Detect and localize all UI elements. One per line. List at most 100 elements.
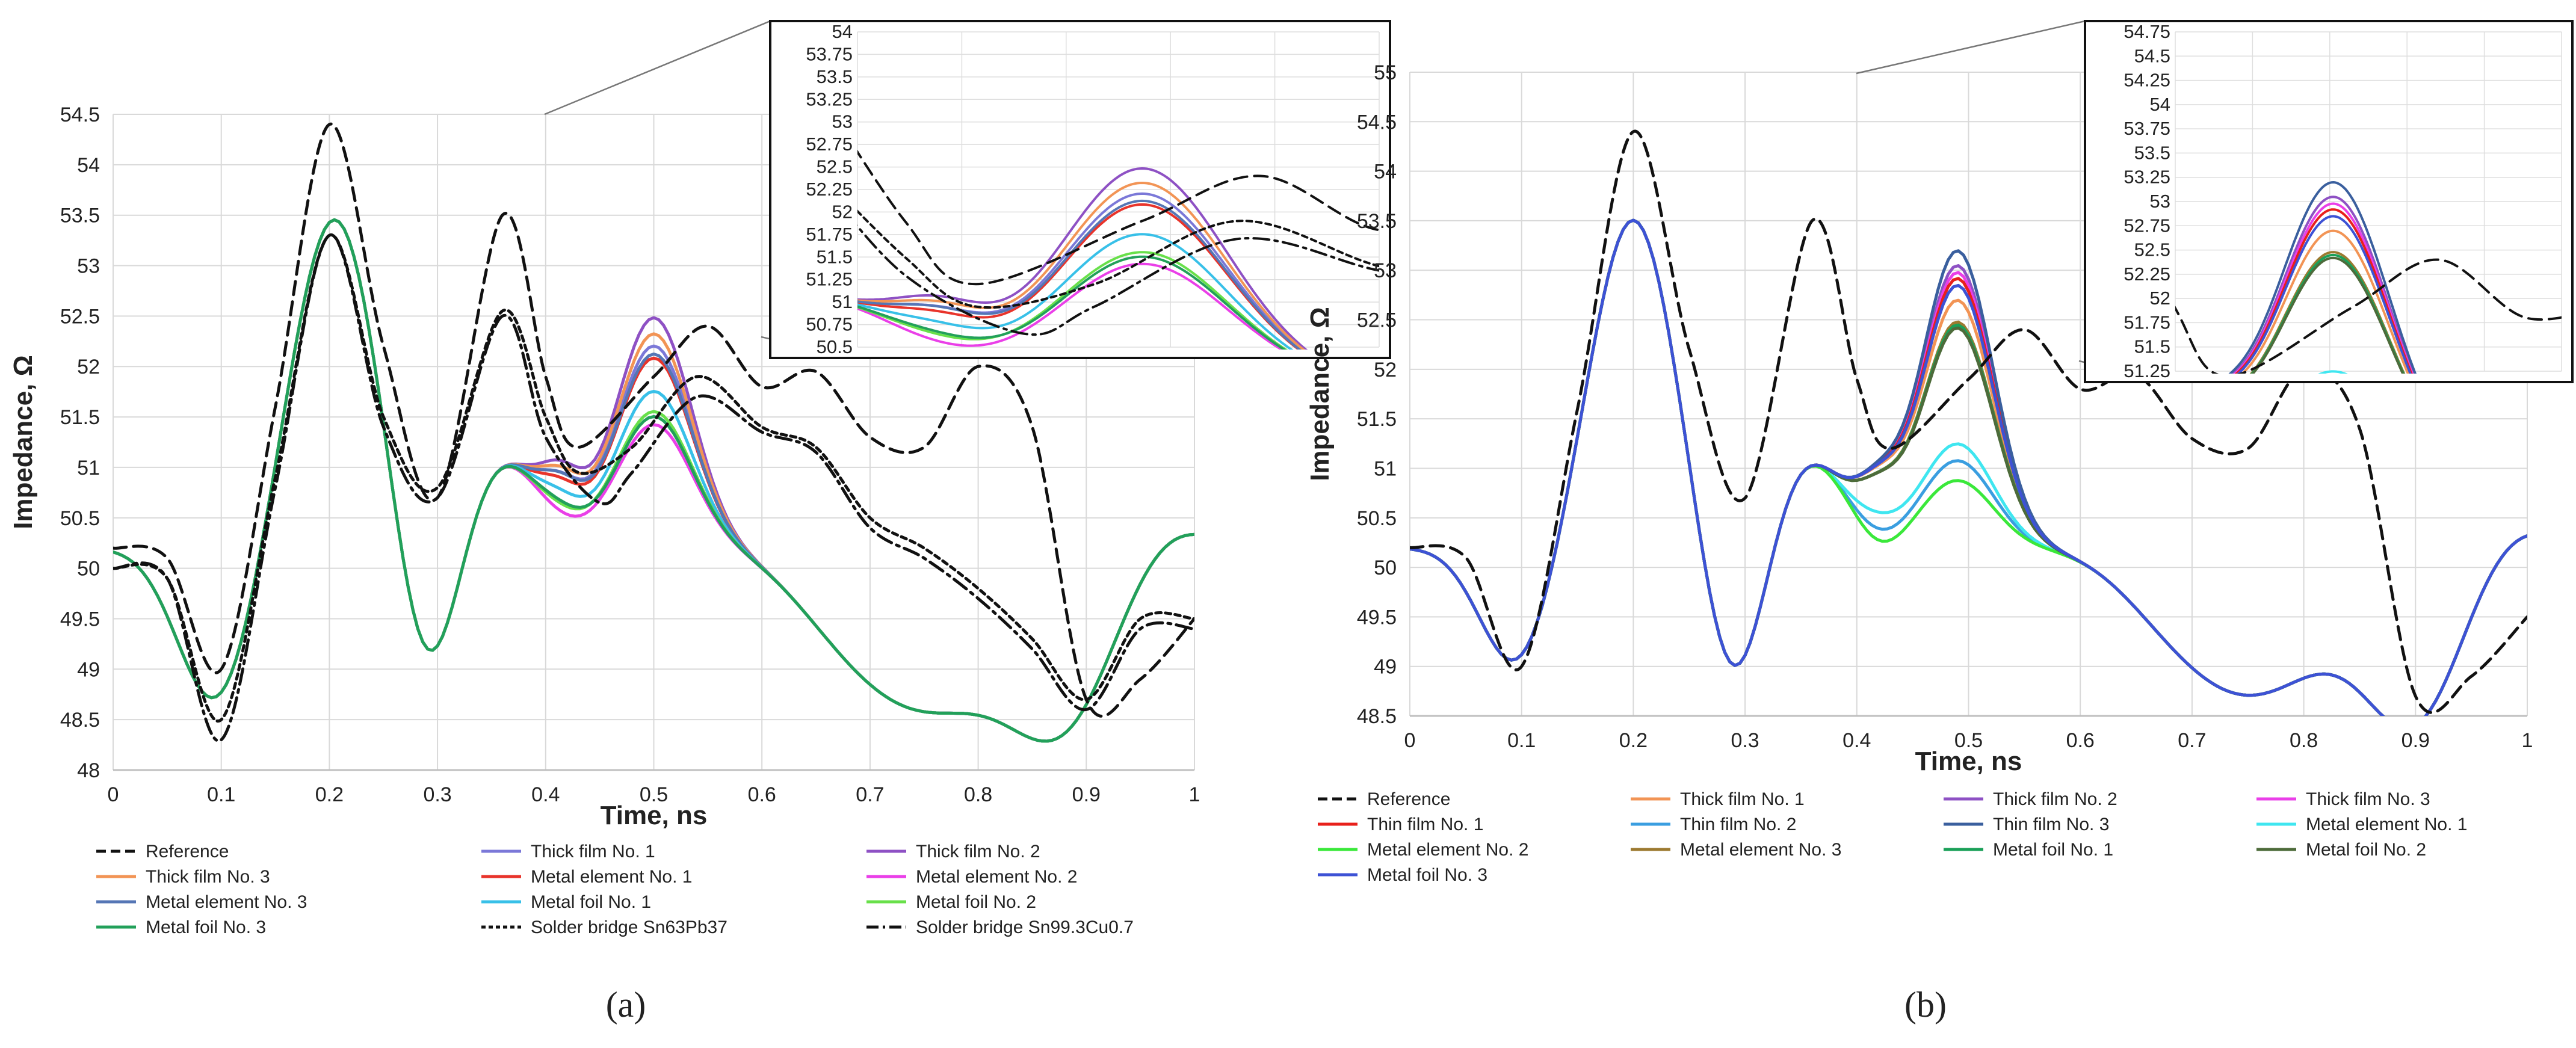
series-line-9 (113, 218, 1194, 743)
legend-label: Thin film No. 1 (1367, 815, 1483, 834)
series-line-7 (857, 233, 1294, 350)
legend-label: Thick film No. 1 (1680, 789, 1805, 809)
y-tick-label: 48 (77, 759, 100, 782)
x-tick-label: 0.4 (531, 783, 560, 806)
x-tick-label: 0.9 (1072, 783, 1101, 806)
y-tick-label: 55 (1374, 61, 1397, 84)
y-tick-label: 50.5 (1357, 507, 1397, 530)
legend-label: Thick film No. 1 (531, 842, 655, 862)
inset-series-group (2175, 181, 2562, 502)
y-tick-label: 50.5 (60, 507, 100, 530)
y-tick-label: 53 (77, 255, 100, 278)
legend-label: Metal foil No. 2 (2306, 840, 2426, 860)
legend-label: Metal element No. 1 (2306, 815, 2467, 834)
inset-y-tick-label: 53.5 (817, 66, 853, 87)
x-tick-label: 0 (1404, 729, 1416, 752)
series-line-0 (113, 122, 1194, 718)
y-tick-label: 49 (77, 658, 100, 681)
series-line-5 (2175, 388, 2562, 502)
x-tick-label: 0.1 (1507, 729, 1536, 752)
x-tick-label: 0.8 (964, 783, 992, 806)
y-tick-label: 54.5 (60, 103, 100, 126)
x-tick-label: 0.8 (2290, 729, 2318, 752)
y-tick-label: 49.5 (60, 608, 100, 630)
y-tick-label: 54.5 (1357, 111, 1397, 134)
x-axis-title: Time, ns (1915, 747, 2022, 776)
series-group (113, 122, 1194, 743)
y-axis-title: Impedance, Ω (8, 355, 38, 529)
y-tick-label: 53.5 (60, 205, 100, 227)
inset-y-tick-label: 53.25 (2124, 167, 2170, 188)
inset-y-tick-label: 51.25 (2124, 360, 2170, 381)
y-tick-label: 50 (77, 558, 100, 581)
series-line-0 (857, 149, 1379, 286)
series-line-6 (857, 199, 1302, 350)
x-tick-label: 1 (1189, 783, 1200, 806)
x-tick-label: 0.9 (2401, 729, 2430, 752)
x-tick-label: 0.4 (1842, 729, 1871, 752)
y-tick-label: 52.5 (60, 305, 100, 328)
legend-label: Metal element No. 3 (1680, 840, 1841, 860)
inset-y-tick-label: 53.75 (806, 43, 853, 64)
series-line-4 (2234, 208, 2413, 374)
inset-y-tick-label: 50.75 (806, 314, 853, 335)
series-line-1 (2240, 229, 2409, 374)
x-tick-label: 0.2 (315, 783, 344, 806)
y-axis-title: Impedance, Ω (1305, 307, 1335, 481)
inset-y-tick-label: 51.25 (806, 269, 853, 290)
series-line-11 (857, 224, 1379, 336)
y-tick-label: 52 (1374, 359, 1397, 381)
chart-panel-b: 48.5 49 49.5 50 50.5 51 51.5 52 52.5 53 53.5 54 54.5… (1305, 20, 2574, 1025)
series-line-5 (857, 262, 1284, 350)
inset-leader-line (1856, 20, 2086, 75)
inset-y-tick-label: 52.25 (2124, 264, 2170, 285)
inset-y-tick-label: 52.5 (2134, 239, 2170, 260)
inset-y-tick-label: 52.75 (806, 134, 853, 155)
y-tick-label: 51 (77, 457, 100, 479)
legend-label: Metal foil No. 3 (146, 917, 266, 937)
inset-y-tick-label: 54.5 (2134, 45, 2170, 66)
x-tick-label: 0.5 (1954, 729, 1983, 752)
legend-label: Metal element No. 2 (916, 867, 1077, 887)
x-tick-label: 0.3 (423, 783, 451, 806)
legend-label: Reference (146, 842, 229, 862)
legend-label: Solder bridge Sn99.3Cu0.7 (916, 917, 1134, 937)
y-tick-label: 52.5 (1357, 309, 1397, 332)
inset-y-tick-label: 52 (832, 201, 853, 222)
inset-y-tick-label: 52.75 (2124, 215, 2170, 236)
y-tick-label: 53.5 (1357, 210, 1397, 233)
y-tick-label: 54 (77, 154, 100, 177)
inset-y-tick-label: 54 (832, 21, 853, 42)
inset-y-tick-label: 51.75 (2124, 312, 2170, 333)
legend: Reference Thick film No. 1 Thick film No. … (96, 842, 1134, 937)
inset-y-tick-label: 54.75 (2124, 21, 2170, 42)
inset-y-tick-label: 51.75 (806, 224, 853, 245)
inset-series-group (857, 149, 1379, 350)
legend-label: Metal element No. 2 (1367, 840, 1528, 860)
legend-label: Metal foil No. 3 (1367, 865, 1487, 885)
y-tick-label: 53 (1374, 259, 1397, 282)
legend-label: Solder bridge Sn63Pb37 (531, 917, 727, 937)
x-tick-label: 0.2 (1619, 729, 1648, 752)
x-tick-label: 0.1 (207, 783, 235, 806)
x-tick-label: 0.5 (640, 783, 668, 806)
x-axis-title: Time, ns (601, 801, 708, 830)
legend-label: Metal element No. 3 (146, 892, 307, 912)
inset-y-tick-label: 54 (2150, 94, 2170, 115)
series-line-12 (2236, 215, 2412, 374)
inset-y-tick-label: 51.5 (817, 246, 853, 267)
inset-y-tick-label: 51.5 (2134, 336, 2170, 357)
series-line-6 (2228, 181, 2417, 374)
series-line-12 (1410, 218, 2527, 716)
x-tick-label: 0.7 (2178, 729, 2206, 752)
series-line-7 (2318, 370, 2348, 374)
inset-y-tick-label: 52.25 (806, 179, 853, 200)
legend-label: Reference (1367, 789, 1450, 809)
y-tick-label: 48.5 (60, 709, 100, 732)
y-tick-label: 51 (1374, 457, 1397, 480)
y-tick-label: 49 (1374, 656, 1397, 679)
series-group (1410, 129, 2527, 716)
y-tick-label: 54 (1374, 161, 1397, 183)
legend-label: Thick film No. 2 (1993, 789, 2117, 809)
